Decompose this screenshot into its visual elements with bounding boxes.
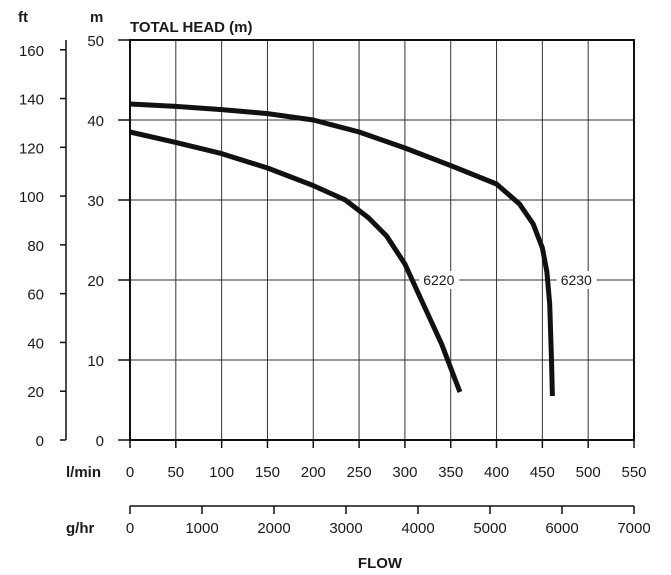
x-tick-label-ghr: 2000: [257, 520, 290, 537]
x-tick-label-lmin: 0: [126, 464, 134, 481]
curves: [129, 101, 555, 397]
plot-frame: [129, 39, 635, 441]
x-unit-lmin: l/min: [66, 464, 101, 481]
x-tick-label-lmin: 250: [347, 464, 372, 481]
y-tick-label-ft: 100: [19, 189, 44, 206]
x-tick-label-lmin: 300: [392, 464, 417, 481]
x-tick-label-ghr: 0: [126, 520, 134, 537]
curve-6220: [129, 129, 463, 393]
y-tick-label-ft: 160: [19, 43, 44, 60]
x-tick-label-lmin: 400: [484, 464, 509, 481]
y-tick-label-ft: 20: [27, 384, 44, 401]
x-tick-label-lmin: 450: [530, 464, 555, 481]
x-tick-label-ghr: 4000: [401, 520, 434, 537]
y-tick-label-m: 20: [87, 273, 104, 290]
series-labels: 6230 6220: [419, 271, 597, 289]
x-tick-label-lmin: 50: [167, 464, 184, 481]
x-tick-label-lmin: 550: [621, 464, 646, 481]
y-unit-ft: ft: [18, 9, 28, 26]
y-tick-label-ft: 40: [27, 335, 44, 352]
x-tick-label-lmin: 150: [255, 464, 280, 481]
x-tick-label-ghr: 6000: [545, 520, 578, 537]
series-label-6220: 6220: [423, 272, 454, 288]
chart-title: TOTAL HEAD (m): [130, 19, 253, 36]
y-tick-label-ft: 0: [36, 433, 44, 450]
y-tick-label-ft: 60: [27, 287, 44, 304]
x-tick-label-lmin: 500: [576, 464, 601, 481]
y-tick-label-m: 30: [87, 193, 104, 210]
plot-border: [129, 39, 635, 441]
series-label-6230: 6230: [561, 272, 592, 288]
y-tick-label-ft: 140: [19, 92, 44, 109]
y-unit-m: m: [90, 9, 103, 26]
x-tick-label-lmin: 350: [438, 464, 463, 481]
x-tick-label-ghr: 5000: [473, 520, 506, 537]
x-tick-label-ghr: 3000: [329, 520, 362, 537]
series-label-bg: [556, 271, 597, 289]
x-tick-label-lmin: 200: [301, 464, 326, 481]
curve-6230: [129, 101, 555, 397]
y-tick-label-ft: 80: [27, 238, 44, 255]
y-tick-label-ft: 120: [19, 140, 44, 157]
y-tick-label-m: 10: [87, 353, 104, 370]
x-axis-label: FLOW: [358, 555, 403, 572]
x-unit-ghr: g/hr: [66, 520, 94, 537]
grid-lines: [130, 40, 634, 440]
x-tick-label-lmin: 100: [209, 464, 234, 481]
x-tick-label-ghr: 1000: [185, 520, 218, 537]
series-label-bg: [419, 271, 460, 289]
y-tick-label-m: 0: [96, 433, 104, 450]
y-tick-label-m: 40: [87, 113, 104, 130]
y-tick-label-m: 50: [87, 33, 104, 50]
x-tick-label-ghr: 7000: [617, 520, 650, 537]
